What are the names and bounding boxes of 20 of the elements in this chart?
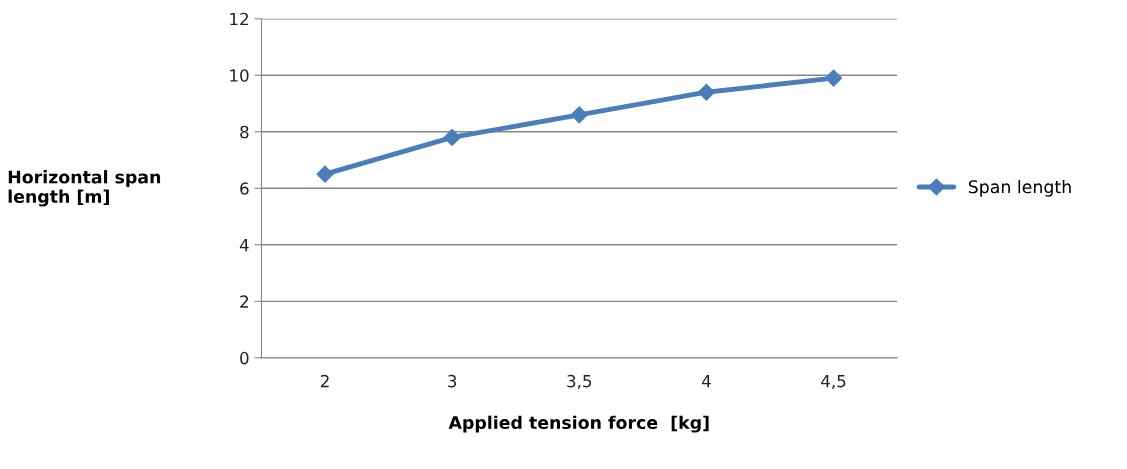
point <box>697 83 715 101</box>
x-tick-label: 4,5 <box>821 375 846 390</box>
y-tick-label: 10 <box>230 69 249 82</box>
point <box>570 106 588 124</box>
y-tick-label: 0 <box>240 351 249 365</box>
y-axis-title: Horizontal span length [m] <box>8 170 161 207</box>
x-tick-label: 3 <box>448 374 457 388</box>
point <box>824 69 843 87</box>
x-tick-label: 3,5 <box>567 374 592 390</box>
y-tick-label: 2 <box>240 295 248 308</box>
point <box>316 165 334 183</box>
y-tick-label: 8 <box>240 125 249 139</box>
legend-label: Span length <box>968 179 1071 197</box>
x-tick-label: 2 <box>320 374 329 388</box>
y-tick-label: 12 <box>230 12 248 26</box>
y-tick-label: 6 <box>240 182 249 195</box>
y-tick-label: 4 <box>239 239 249 252</box>
x-axis-title: Applied tension force [kg] <box>448 415 709 433</box>
x-tick-label: 4 <box>701 375 711 388</box>
point <box>443 128 461 146</box>
